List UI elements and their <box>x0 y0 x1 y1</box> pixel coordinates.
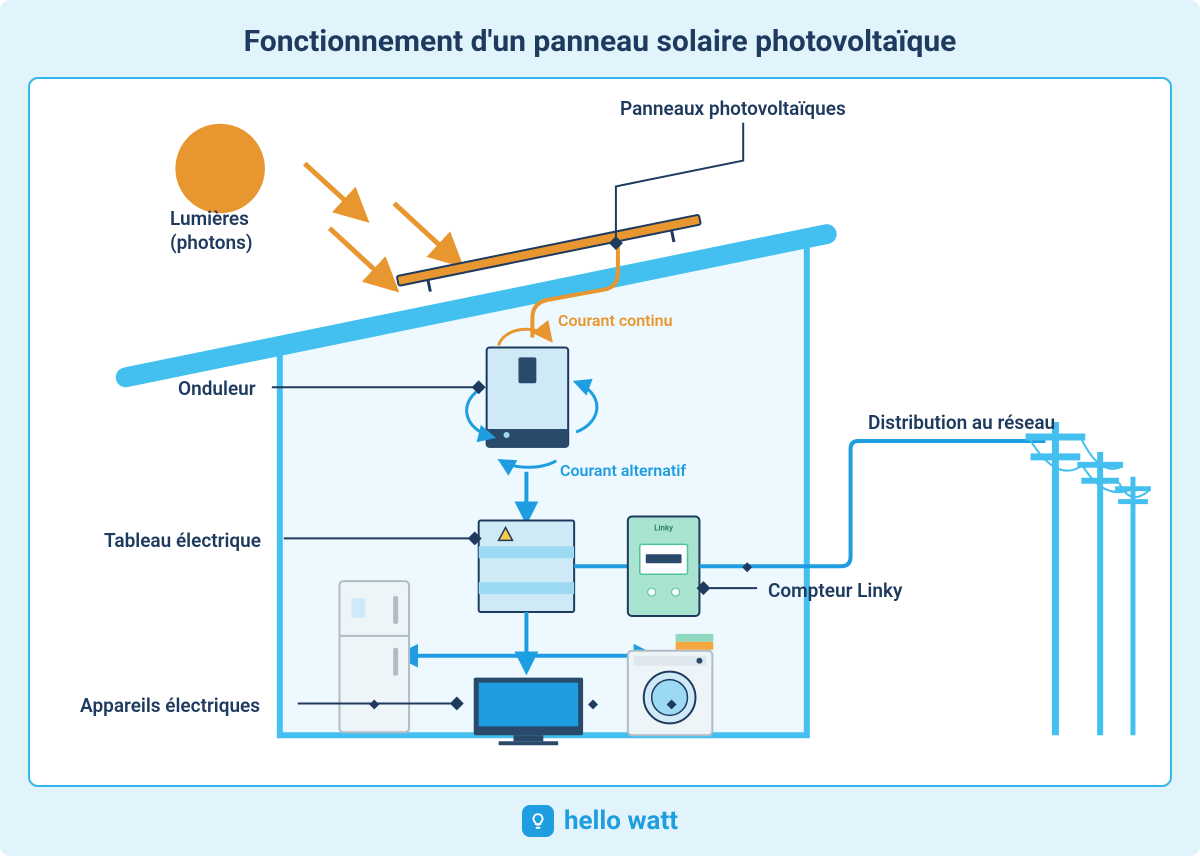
page-title: Fonctionnement d'un panneau solaire phot… <box>28 24 1172 59</box>
infographic-container: Fonctionnement d'un panneau solaire phot… <box>0 0 1200 856</box>
lightbulb-icon <box>522 805 554 837</box>
label-distribution: Distribution au réseau <box>868 411 1055 435</box>
brand-name: hello watt <box>564 806 678 836</box>
label-linky: Compteur Linky <box>768 579 902 603</box>
inverter-icon <box>487 347 569 446</box>
electrical-board-icon <box>479 520 574 611</box>
label-board: Tableau électrique <box>104 529 261 553</box>
linky-meter-icon: Linky <box>628 517 700 616</box>
diagram-panel: Linky <box>28 77 1172 787</box>
label-appliances: Appareils électriques <box>80 694 260 718</box>
svg-text:Linky: Linky <box>654 523 673 532</box>
label-light: Lumières (photons) <box>170 207 253 255</box>
fridge-icon <box>339 581 409 732</box>
brand-footer: hello watt <box>28 805 1172 837</box>
tv-icon <box>474 678 583 746</box>
label-ac: Courant alternatif <box>560 461 686 481</box>
power-poles <box>1026 422 1151 735</box>
label-inverter: Onduleur <box>178 377 256 401</box>
label-panels: Panneaux photovoltaïques <box>620 97 846 121</box>
label-dc: Courant continu <box>558 311 673 331</box>
sun-icon <box>175 124 264 213</box>
